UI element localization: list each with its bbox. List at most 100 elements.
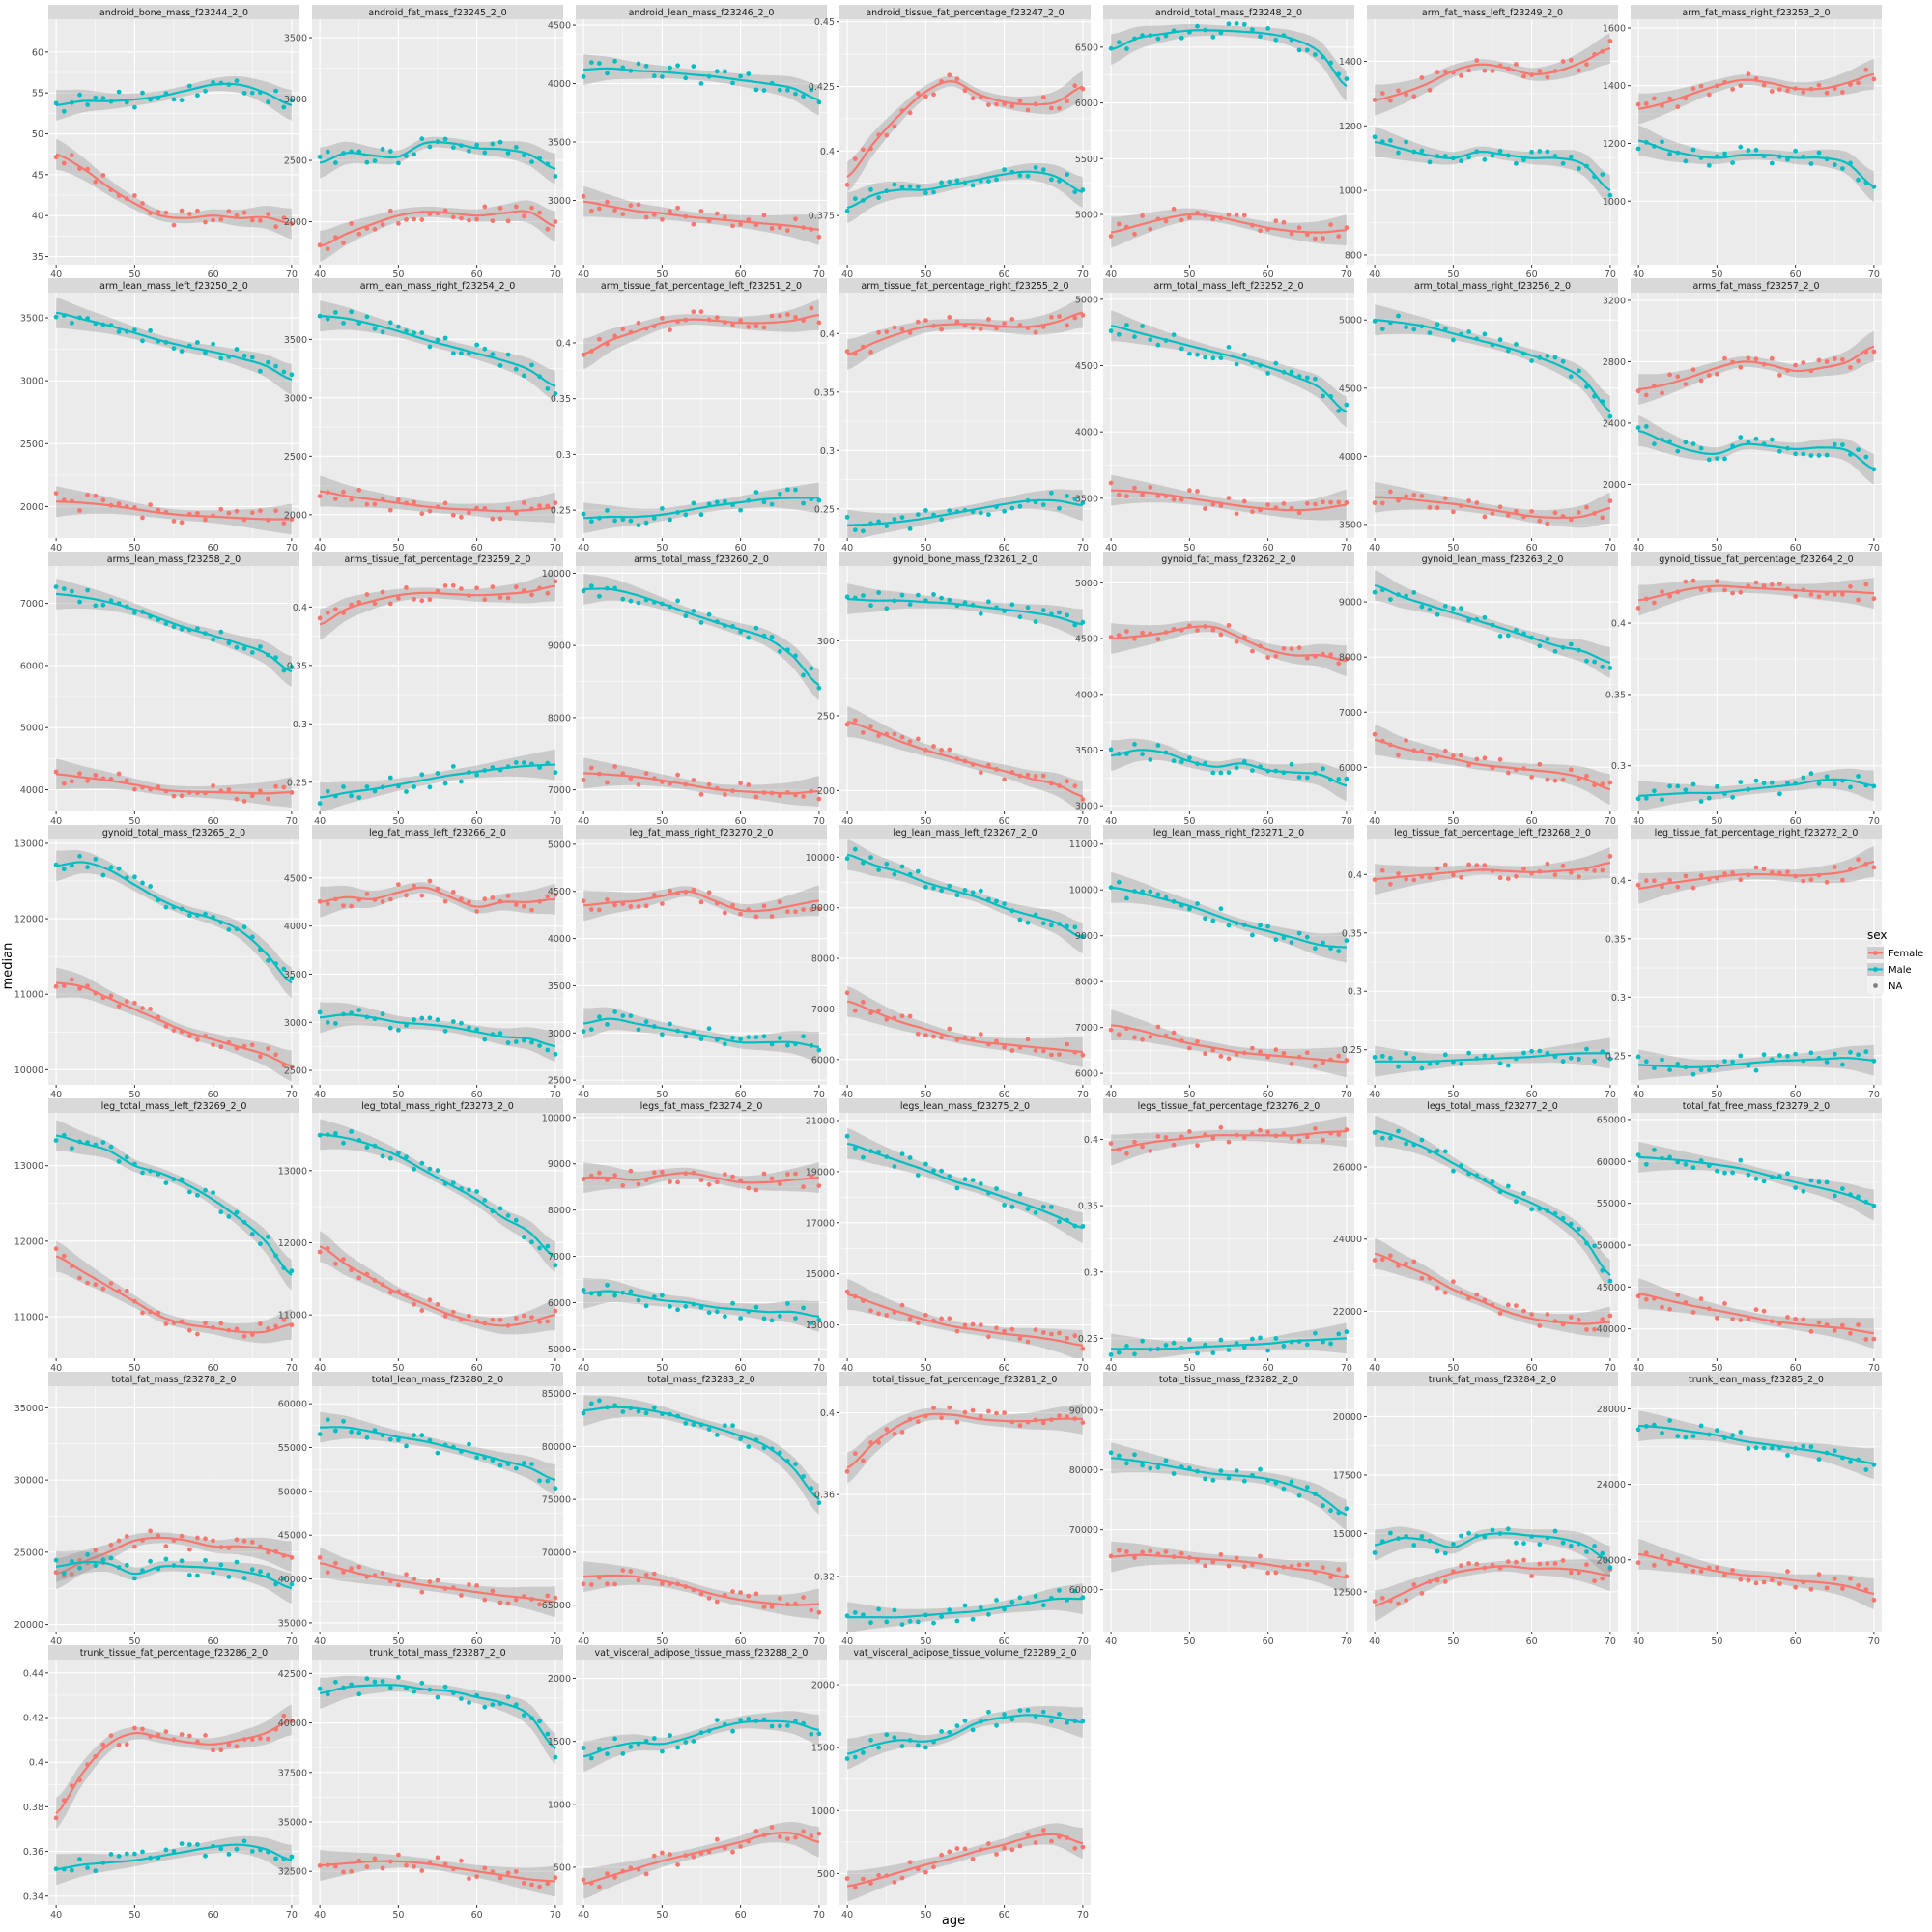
- data-point-female: [529, 592, 534, 598]
- x-tick-label: 70: [1077, 1636, 1089, 1647]
- data-point-male: [1132, 1351, 1137, 1357]
- data-point-male: [1258, 34, 1263, 40]
- data-point-male: [923, 884, 928, 890]
- trend-line-male: [1637, 429, 1875, 470]
- facet-strip: [312, 1645, 563, 1660]
- data-point-female: [1832, 1576, 1837, 1581]
- data-point-male: [730, 80, 735, 86]
- data-point-female: [636, 1577, 641, 1583]
- data-point-male: [1002, 508, 1007, 514]
- data-point-male: [1009, 1204, 1015, 1209]
- data-point-female: [970, 96, 976, 101]
- data-point-male: [939, 517, 944, 523]
- data-point-female: [1761, 583, 1767, 588]
- data-point-male: [1753, 436, 1759, 441]
- data-point-female: [1568, 1570, 1574, 1576]
- data-point-male: [1442, 604, 1448, 609]
- y-tick-label: 37500: [278, 1768, 307, 1778]
- data-point-female: [482, 204, 488, 210]
- data-point-male: [70, 1867, 74, 1873]
- data-point-female: [179, 520, 185, 526]
- data-point-female: [179, 1732, 185, 1737]
- data-point-female: [435, 1855, 440, 1861]
- data-point-female: [380, 899, 385, 904]
- data-point-male: [1753, 1445, 1759, 1451]
- confidence-band-female: [56, 967, 292, 1082]
- y-tick-label: 4500: [1075, 635, 1098, 645]
- data-point-male: [884, 524, 890, 528]
- data-point-female: [163, 210, 169, 215]
- data-point-male: [1179, 346, 1184, 352]
- x-tick-label: 70: [813, 270, 825, 280]
- data-point-male: [777, 1314, 782, 1319]
- data-point-male: [1643, 424, 1649, 429]
- data-point-female: [1753, 580, 1759, 585]
- data-point-female: [325, 1570, 330, 1576]
- data-point-male: [876, 1745, 881, 1750]
- data-point-female: [1808, 1586, 1814, 1592]
- data-point-male: [1863, 1467, 1869, 1472]
- data-point-male: [1040, 1603, 1046, 1608]
- data-point-female: [1722, 1573, 1727, 1577]
- facet-panel: arm_lean_mass_left_f23250_2_040 50 60 70200…: [20, 278, 299, 554]
- data-point-female: [1396, 1601, 1401, 1606]
- data-point-female: [1379, 500, 1385, 506]
- data-point-male: [1793, 148, 1798, 154]
- data-point-male: [203, 1187, 208, 1193]
- data-point-female: [249, 217, 255, 223]
- data-point-male: [793, 91, 798, 97]
- x-tick-label: 40: [841, 1363, 853, 1374]
- data-point-male: [427, 784, 433, 790]
- data-point-female: [1451, 1279, 1456, 1285]
- y-tick-label: 45000: [1597, 1283, 1626, 1293]
- data-point-female: [1529, 509, 1534, 514]
- data-point-male: [132, 1851, 137, 1857]
- data-point-female: [100, 1742, 106, 1747]
- data-point-female: [643, 771, 649, 776]
- data-point-female: [317, 615, 323, 621]
- data-point-male: [1057, 1712, 1062, 1717]
- data-point-male: [861, 1750, 866, 1755]
- data-point-female: [1753, 1307, 1759, 1312]
- data-point-female: [1459, 73, 1463, 78]
- data-point-female: [1816, 1572, 1822, 1577]
- y-tick-label: 0.35: [1078, 1202, 1098, 1212]
- trend-line-female: [55, 1255, 293, 1334]
- data-point-male: [620, 517, 626, 523]
- data-point-male: [387, 320, 393, 326]
- data-point-male: [341, 321, 346, 326]
- data-point-male: [1816, 1457, 1822, 1462]
- panel-plot-area: [1372, 304, 1613, 528]
- data-point-male: [242, 354, 247, 358]
- data-point-female: [1793, 1584, 1798, 1590]
- facet-panel: gynoid_lean_mass_f23263_2_040 50 60 7060007…: [1339, 552, 1618, 827]
- x-tick-label: 50: [128, 816, 140, 827]
- data-point-male: [761, 1034, 767, 1039]
- x-tick-label: 40: [1105, 1363, 1117, 1374]
- data-point-female: [1667, 593, 1672, 599]
- data-point-female: [1474, 1561, 1480, 1567]
- data-point-female: [612, 1874, 617, 1880]
- data-point-female: [643, 1871, 649, 1877]
- y-tick-label: 0.4: [820, 329, 835, 340]
- data-point-female: [1466, 68, 1471, 73]
- data-point-male: [522, 1713, 526, 1718]
- facet-strip: [1631, 552, 1882, 566]
- data-point-male: [108, 1852, 114, 1857]
- panel-plot-area: [844, 71, 1086, 224]
- y-tick-label: 2800: [1603, 357, 1626, 368]
- data-point-female: [1746, 71, 1751, 77]
- y-tick-label: 3000: [548, 1029, 571, 1039]
- data-point-male: [356, 1691, 362, 1697]
- data-point-male: [761, 499, 767, 505]
- data-point-female: [412, 596, 416, 602]
- data-point-male: [1226, 1475, 1232, 1481]
- data-point-female: [1667, 1561, 1672, 1567]
- facet-panel: total_lean_mass_f23280_2_040 50 60 70350004…: [278, 1372, 563, 1647]
- data-point-male: [581, 511, 586, 517]
- x-tick-label: 50: [128, 270, 140, 280]
- data-point-female: [1690, 86, 1696, 92]
- data-point-female: [53, 491, 59, 496]
- facet-strip: [839, 1372, 1091, 1386]
- data-point-male: [1592, 1544, 1597, 1548]
